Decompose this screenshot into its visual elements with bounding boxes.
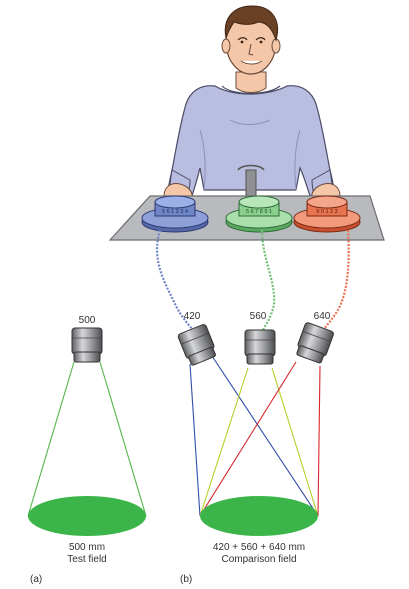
ray-420-right xyxy=(211,355,319,517)
knob-red-scale: 9 0 1 2 3 xyxy=(316,209,337,215)
ray-640-left xyxy=(199,361,297,517)
ray-420-left xyxy=(189,363,201,517)
ray-560-right xyxy=(271,367,319,517)
projector-560-label: 560 xyxy=(250,311,267,322)
ray-640-right xyxy=(317,365,321,517)
projector-500 xyxy=(71,327,103,363)
ray-500-left xyxy=(27,361,75,517)
comparison-field xyxy=(200,496,318,536)
projector-640-label: 640 xyxy=(314,311,331,322)
projector-640 xyxy=(296,322,334,364)
test-field-wavelength: 500 mm xyxy=(69,542,105,553)
observer-hair xyxy=(224,5,278,42)
panel-b-letter: (b) xyxy=(180,574,192,585)
knob-blue-scale: 5 6 1 2 3 4 xyxy=(162,209,188,215)
projector-icon xyxy=(296,322,334,364)
projector-420 xyxy=(177,324,216,366)
projector-icon xyxy=(244,329,276,365)
observer-figure xyxy=(163,5,341,205)
panel-a-letter: (a) xyxy=(30,574,42,585)
projector-icon xyxy=(71,327,103,363)
projector-560 xyxy=(244,329,276,365)
knob-green[interactable]: 5 6 7 8 9 1 xyxy=(225,195,293,233)
knob-blue[interactable]: 5 6 1 2 3 4 xyxy=(141,195,209,233)
cable-green xyxy=(260,229,276,333)
test-field-caption: Test field xyxy=(67,554,106,565)
cables xyxy=(155,229,350,335)
ray-560-left xyxy=(199,367,249,517)
light-rays xyxy=(27,355,321,517)
ray-500-right xyxy=(99,361,147,517)
cable-red xyxy=(319,229,350,335)
test-field xyxy=(28,496,146,536)
projector-420-label: 420 xyxy=(184,311,201,322)
knob-red[interactable]: 9 0 1 2 3 xyxy=(293,195,361,233)
projector-500-label: 500 xyxy=(79,315,96,326)
comparison-field-caption: Comparison field xyxy=(221,554,296,565)
projector-icon xyxy=(177,324,216,366)
knob-green-scale: 5 6 7 8 9 1 xyxy=(246,209,272,215)
comparison-field-wavelengths: 420 + 560 + 640 mm xyxy=(213,542,305,553)
